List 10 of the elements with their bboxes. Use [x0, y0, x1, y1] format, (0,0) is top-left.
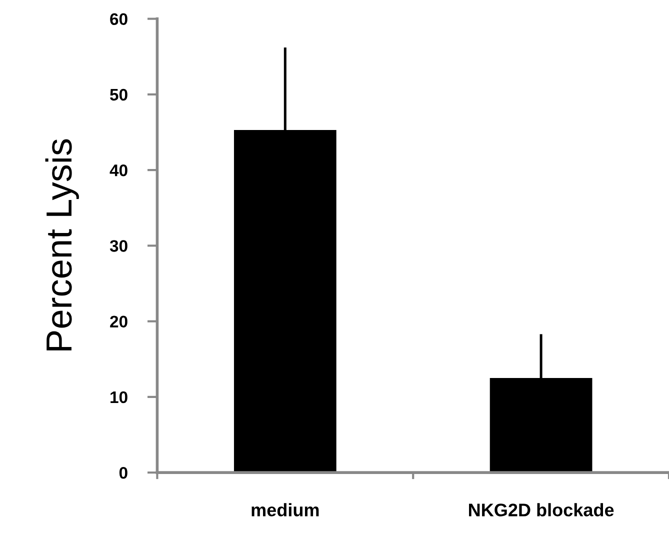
x-tick-label: medium [252, 503, 319, 516]
y-tick-label: 0 [119, 466, 128, 479]
y-tick-label: 60 [110, 13, 128, 25]
y-axis-title: Percent Lysis [45, 139, 79, 350]
y-tick-label: 30 [110, 240, 128, 252]
y-tick-label: 10 [110, 391, 128, 404]
y-tick-label: 40 [110, 164, 128, 176]
y-tick-label: 20 [110, 316, 128, 328]
y-tick-label: 50 [110, 88, 128, 101]
x-tick-label: NKG2D blockade [469, 503, 614, 516]
